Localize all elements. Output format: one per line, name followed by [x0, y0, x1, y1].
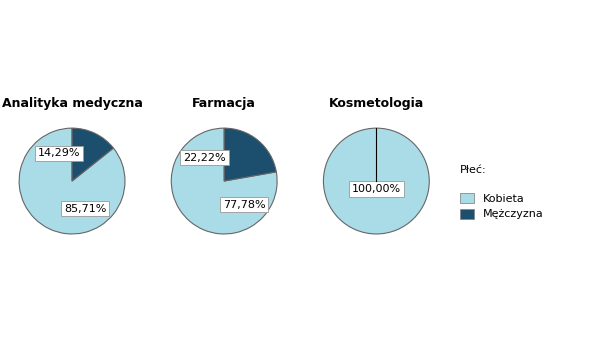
Wedge shape — [171, 128, 277, 234]
Text: Płeć:: Płeć: — [460, 165, 487, 175]
Wedge shape — [19, 128, 125, 234]
Text: 14,29%: 14,29% — [38, 148, 80, 158]
Text: 77,78%: 77,78% — [222, 200, 266, 209]
Text: 85,71%: 85,71% — [64, 204, 107, 214]
Wedge shape — [224, 128, 276, 181]
Title: Kosmetologia: Kosmetologia — [329, 97, 424, 110]
Text: 22,22%: 22,22% — [183, 153, 226, 163]
Wedge shape — [72, 128, 113, 181]
Legend: Kobieta, Mężczyzna: Kobieta, Mężczyzna — [457, 190, 546, 223]
Wedge shape — [323, 128, 430, 234]
Text: 100,00%: 100,00% — [352, 184, 401, 194]
Title: Analityka medyczna: Analityka medyczna — [2, 97, 143, 110]
Title: Farmacja: Farmacja — [192, 97, 256, 110]
